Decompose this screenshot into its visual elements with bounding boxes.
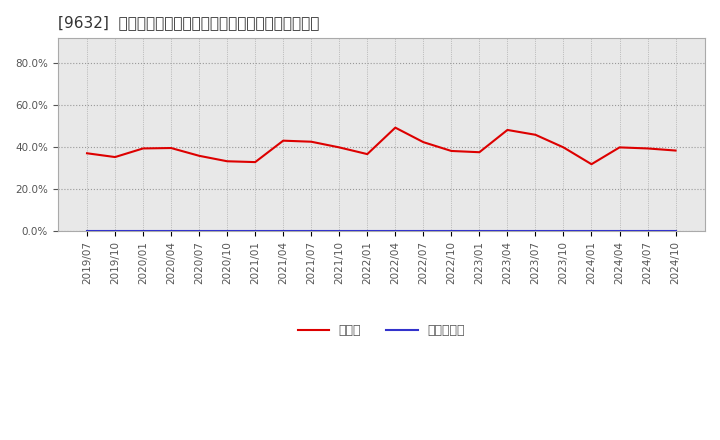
有利子負債 [615,229,624,234]
現預金 [111,154,120,160]
現預金 [588,161,596,167]
現預金 [279,138,287,143]
有利子負債 [643,229,652,234]
Legend: 現預金, 有利子負債: 現預金, 有利子負債 [292,319,470,342]
有利子負債 [139,229,148,234]
有利子負債 [363,229,372,234]
有利子負債 [335,229,343,234]
現預金 [222,159,231,164]
有利子負債 [391,229,400,234]
現預金 [475,150,484,155]
現預金 [139,146,148,151]
有利子負債 [279,229,287,234]
現預金 [559,145,568,150]
有利子負債 [531,229,540,234]
現預金 [643,146,652,151]
現預金 [363,151,372,157]
現預金 [391,125,400,130]
現預金 [531,132,540,137]
有利子負債 [222,229,231,234]
現預金 [251,159,259,165]
現預金 [419,139,428,145]
有利子負債 [588,229,596,234]
現預金 [83,150,91,156]
有利子負債 [307,229,315,234]
有利子負債 [503,229,512,234]
現預金 [335,145,343,150]
有利子負債 [111,229,120,234]
有利子負債 [83,229,91,234]
有利子負債 [559,229,568,234]
現預金 [503,127,512,132]
有利子負債 [419,229,428,234]
Text: [9632]  現預金、有利子負債の総資産に対する比率の推移: [9632] 現預金、有利子負債の総資産に対する比率の推移 [58,15,319,30]
有利子負債 [167,229,176,234]
現預金 [615,145,624,150]
現預金 [307,139,315,144]
有利子負債 [475,229,484,234]
現預金 [195,153,204,158]
Line: 現預金: 現預金 [87,128,675,164]
現預金 [167,145,176,150]
現預金 [447,148,456,154]
現預金 [671,148,680,153]
有利子負債 [671,229,680,234]
有利子負債 [251,229,259,234]
有利子負債 [195,229,204,234]
有利子負債 [447,229,456,234]
